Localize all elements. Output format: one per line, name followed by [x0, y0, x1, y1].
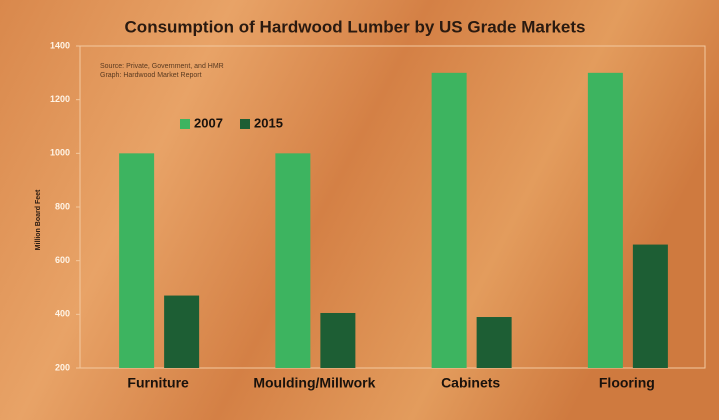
bar: [633, 245, 668, 368]
note: Source: Private, Government, and HMR: [100, 63, 224, 70]
chart: Consumption of Hardwood Lumber by US Gra…: [0, 0, 719, 420]
legend-swatch: [180, 119, 190, 129]
x-tick-label: Furniture: [127, 375, 189, 391]
bar: [320, 313, 355, 368]
y-tick-label: 1000: [50, 148, 70, 158]
bar: [164, 296, 199, 368]
y-axis-label: Million Board Feet: [35, 189, 42, 250]
y-tick-label: 200: [55, 362, 70, 372]
bar: [588, 73, 623, 368]
x-tick-label: Flooring: [599, 375, 655, 391]
y-tick-label: 800: [55, 201, 70, 211]
y-tick-label: 1200: [50, 94, 70, 104]
x-tick-label: Moulding/Millwork: [253, 375, 375, 391]
chart-title: Consumption of Hardwood Lumber by US Gra…: [125, 17, 586, 36]
bar: [119, 153, 154, 368]
x-tick-label: Cabinets: [441, 375, 500, 391]
y-tick-label: 1400: [50, 40, 70, 50]
legend-label: 2015: [254, 115, 283, 130]
legend-swatch: [240, 119, 250, 129]
note: Graph: Hardwood Market Report: [100, 72, 202, 79]
y-tick-label: 600: [55, 255, 70, 265]
bar: [432, 73, 467, 368]
y-tick-label: 400: [55, 309, 70, 319]
bar: [477, 317, 512, 368]
legend-label: 2007: [194, 115, 223, 130]
bar: [275, 153, 310, 368]
